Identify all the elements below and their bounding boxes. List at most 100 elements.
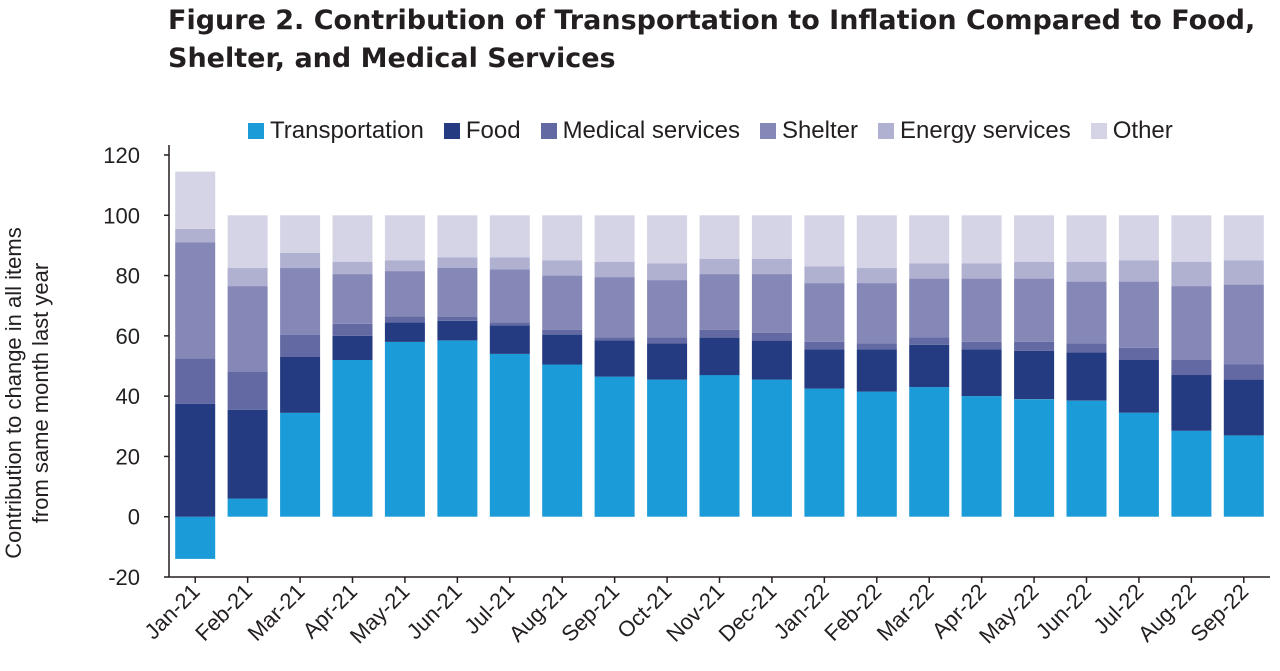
- bar-segment: [804, 349, 845, 389]
- legend-swatch: [759, 123, 776, 139]
- bar-segment: [1223, 364, 1264, 380]
- bar-segment: [227, 372, 268, 410]
- bar-segment: [961, 278, 1002, 342]
- bar-segment: [804, 266, 845, 284]
- bar-segment: [647, 280, 688, 338]
- bar-segment: [647, 215, 688, 264]
- y-tick-label: 100: [103, 203, 140, 228]
- x-tick-label: Aug-22: [1133, 579, 1201, 647]
- bar-segment: [909, 278, 950, 338]
- bar-segment: [909, 344, 950, 388]
- x-tick-label: Sep-22: [1185, 579, 1253, 647]
- x-tick-label: Aug-21: [504, 579, 572, 647]
- y-tick-label: 20: [116, 444, 140, 469]
- bar-segment: [1066, 343, 1107, 353]
- legend-item: Transportation: [248, 117, 424, 145]
- bar-segment: [699, 329, 740, 338]
- bar-segment: [699, 274, 740, 330]
- bar-segment: [542, 364, 583, 517]
- legend-swatch: [1090, 123, 1107, 139]
- bar-segment: [384, 271, 425, 317]
- bar-segment: [1171, 430, 1212, 517]
- bar-segment: [280, 268, 321, 335]
- legend-item: Food: [443, 117, 521, 145]
- bar-segment: [489, 257, 530, 270]
- bar-segment: [1118, 260, 1159, 282]
- bar-segment: [751, 340, 792, 380]
- bar-segment: [175, 242, 216, 359]
- bar-segment: [909, 263, 950, 279]
- bar-segment: [437, 340, 478, 517]
- bar-segment: [699, 259, 740, 275]
- x-tick-label: May-21: [345, 579, 415, 649]
- bar-segment: [1014, 215, 1055, 262]
- bar-segment: [384, 316, 425, 323]
- bar-segment: [1118, 347, 1159, 360]
- x-tick-label: Sep-21: [556, 579, 624, 647]
- legend-label: Other: [1112, 117, 1173, 144]
- y-tick-label: -20: [108, 565, 140, 590]
- bar-segment: [909, 387, 950, 517]
- bar-segment: [856, 391, 897, 517]
- bar-segment: [437, 320, 478, 341]
- bar-segment: [856, 349, 897, 392]
- bar-segment: [280, 412, 321, 517]
- bar-segment: [909, 337, 950, 345]
- bar-segment: [961, 215, 1002, 264]
- bar-segment: [332, 323, 373, 336]
- bar-segment: [699, 375, 740, 517]
- bar-segment: [1223, 435, 1264, 517]
- bar-segment: [751, 259, 792, 275]
- bar-segment: [699, 215, 740, 259]
- x-tick-label: Mar-22: [872, 579, 939, 646]
- bar-segment: [909, 215, 950, 264]
- bar-segment: [1066, 352, 1107, 401]
- y-tick-label: 0: [128, 505, 140, 530]
- bar-segment: [594, 376, 635, 517]
- bar-segment: [594, 215, 635, 262]
- legend-label: Food: [465, 117, 521, 144]
- bar-segment: [332, 274, 373, 324]
- legend-label: Transportation: [270, 117, 424, 144]
- bar-segment: [175, 358, 216, 404]
- bar-segment: [856, 268, 897, 284]
- bar-segment: [856, 215, 897, 269]
- bar-segment: [437, 257, 478, 268]
- bar-segment: [594, 262, 635, 278]
- bar-segment: [1118, 360, 1159, 413]
- y-tick-label: 120: [103, 143, 140, 168]
- bar-segment: [647, 379, 688, 517]
- bar-segment: [175, 516, 216, 559]
- bar-segment: [699, 337, 740, 376]
- bar-segment: [961, 396, 1002, 517]
- bar-segment: [751, 332, 792, 341]
- bar-segment: [1223, 215, 1264, 261]
- bar-segment: [1014, 341, 1055, 351]
- legend-label: Shelter: [781, 117, 858, 144]
- bar-segment: [489, 215, 530, 258]
- bar-segment: [227, 268, 268, 287]
- bar-segment: [1171, 262, 1212, 287]
- bar-segment: [1118, 412, 1159, 517]
- x-tick-label: May-22: [974, 579, 1044, 649]
- bar-segment: [1171, 215, 1212, 262]
- x-tick-label: Mar-21: [243, 579, 310, 646]
- bar-segment: [856, 283, 897, 344]
- bar-segment: [1066, 215, 1107, 262]
- bar-segment: [1066, 400, 1107, 517]
- bar-segment: [594, 337, 635, 341]
- x-tick-label: Jun-21: [402, 579, 467, 644]
- legend-label: Medical services: [562, 117, 740, 144]
- legend-swatch: [540, 123, 557, 139]
- bar-segment: [594, 340, 635, 377]
- x-tick-label: Jan-21: [139, 579, 204, 644]
- bar-segment: [1118, 215, 1159, 261]
- bar-segment: [751, 274, 792, 333]
- bar-segment: [804, 341, 845, 350]
- bar-segment: [804, 283, 845, 342]
- legend-swatch: [443, 123, 460, 139]
- bar-segment: [175, 228, 216, 243]
- bar-segment: [1066, 281, 1107, 344]
- bar-segment: [489, 325, 530, 354]
